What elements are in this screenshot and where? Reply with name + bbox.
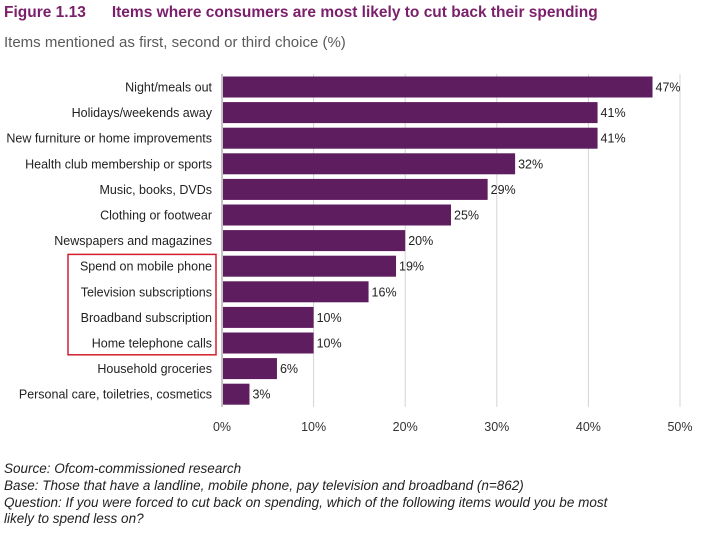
x-tick-label: 10% [301,420,326,434]
bar [223,306,314,328]
bar [223,76,653,98]
data-label: 32% [518,157,543,171]
data-label: 10% [317,337,342,351]
category-label: New furniture or home improvements [6,132,212,146]
bar [223,153,516,175]
x-tick-label: 50% [667,420,692,434]
figure-title-text: Items where consumers are most likely to… [111,4,598,21]
data-label: 16% [372,285,397,299]
category-label: Newspapers and magazines [54,234,212,248]
bar [223,255,397,277]
category-label: Holidays/weekends away [72,106,213,120]
bar [223,358,277,380]
data-label: 6% [280,362,298,376]
bar [223,281,369,303]
data-label: 41% [601,106,626,120]
x-tick-label: 40% [576,420,601,434]
question-note-line2: likely to spend less on? [4,511,144,526]
category-label: Health club membership or sports [25,157,212,171]
figure-number: Figure 1.13 [4,4,86,21]
category-label: Night/meals out [125,81,212,95]
highlight-box [67,253,217,356]
x-tick-label: 30% [484,420,509,434]
data-label: 20% [408,234,433,248]
data-label: 41% [601,132,626,146]
source-note: Source: Ofcom-commissioned research [4,461,242,476]
category-label: Personal care, toiletries, cosmetics [19,388,212,402]
category-label: Music, books, DVDs [99,183,212,197]
bar [223,204,451,226]
data-label: 3% [252,388,270,402]
category-label: Home telephone calls [92,337,212,351]
category-label: Clothing or footwear [100,209,212,223]
question-note-line1: Question: If you were forced to cut back… [4,495,608,510]
data-label: 25% [454,209,479,223]
data-label: 10% [317,311,342,325]
base-note: Base: Those that have a landline, mobile… [4,478,524,493]
data-label: 29% [491,183,516,197]
data-label: 47% [656,81,681,95]
category-label: Television subscriptions [81,285,212,299]
category-label: Broadband subscription [81,311,212,325]
bar [223,178,488,200]
figure-title: Figure 1.13 Items where consumers are mos… [4,4,598,22]
bar [223,332,314,354]
bar [223,230,406,252]
data-label: 19% [399,260,424,274]
x-tick-label: 20% [393,420,418,434]
bar [223,383,250,405]
bar [223,127,598,149]
x-tick-label: 0% [213,420,231,434]
category-label: Spend on mobile phone [80,260,212,274]
figure-subtitle: Items mentioned as first, second or thir… [4,34,346,51]
bar [223,102,598,124]
category-label: Household groceries [97,362,212,376]
